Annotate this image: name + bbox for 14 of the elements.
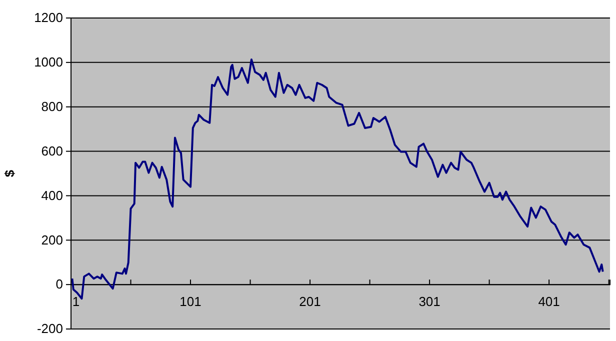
y-tick-label: 800 bbox=[41, 99, 63, 114]
y-tick-label: 200 bbox=[41, 232, 63, 248]
y-tick-label: 1200 bbox=[34, 10, 63, 26]
x-tick-label: 1 bbox=[72, 294, 80, 309]
y-tick-label: 1000 bbox=[34, 54, 63, 70]
y-axis-title: $ bbox=[2, 169, 17, 178]
x-tick-label: 401 bbox=[538, 294, 560, 309]
y-tick-label: 0 bbox=[56, 276, 63, 292]
x-tick-label: 201 bbox=[299, 294, 321, 309]
y-tick-label: -200 bbox=[36, 321, 63, 336]
y-tick-label: 600 bbox=[41, 143, 63, 158]
x-tick-label: 301 bbox=[418, 294, 440, 309]
y-tick-label: 400 bbox=[41, 188, 63, 203]
x-tick-label: 101 bbox=[180, 294, 202, 309]
